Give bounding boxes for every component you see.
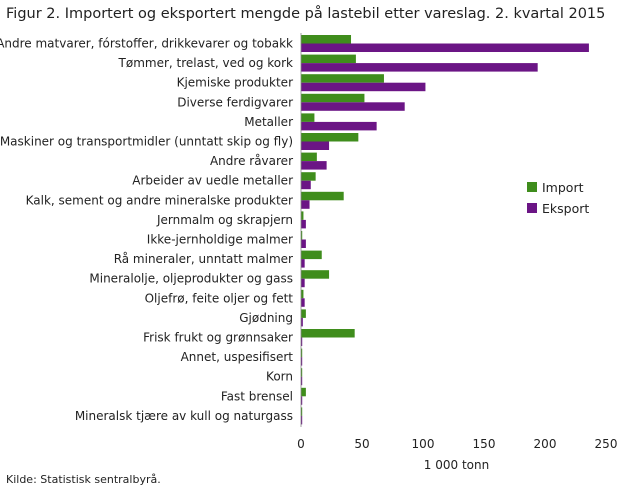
category-label-16: Annet, uspesifisert <box>181 350 294 364</box>
bar-import-10 <box>301 231 303 240</box>
chart-title: Figur 2. Importert og eksportert mengde … <box>6 6 606 22</box>
category-label-7: Arbeider av uedle metaller <box>132 174 293 188</box>
bar-import-17 <box>301 368 303 377</box>
bar-import-2 <box>301 74 384 83</box>
x-tick-label-0: 0 <box>297 437 305 451</box>
bar-import-14 <box>301 309 306 318</box>
bar-eksport-0 <box>301 43 589 52</box>
bar-import-11 <box>301 250 322 260</box>
bar-import-7 <box>301 172 316 181</box>
bar-eksport-7 <box>301 180 311 190</box>
bar-eksport-2 <box>301 82 426 92</box>
category-label-14: Gjødning <box>239 311 293 325</box>
bar-import-18 <box>301 387 306 397</box>
legend-label-eksport: Eksport <box>542 201 589 216</box>
category-label-10: Ikke-jernholdige malmer <box>147 233 293 247</box>
bar-eksport-8 <box>301 200 310 209</box>
bar-import-13 <box>301 289 304 299</box>
source-note: Kilde: Statistisk sentralbyrå. <box>6 473 161 486</box>
bar-import-5 <box>301 133 359 142</box>
x-axis-title: 1 000 tonn <box>424 458 489 472</box>
bar-eksport-18 <box>301 396 303 405</box>
bar-eksport-15 <box>301 337 303 346</box>
bar-eksport-12 <box>301 278 305 288</box>
category-label-11: Rå mineraler, unntatt malmer <box>114 252 293 266</box>
category-label-18: Fast brensel <box>221 389 293 403</box>
category-label-12: Mineralolje, oljeprodukter og gass <box>89 272 293 286</box>
category-label-9: Jernmalm og skrapjern <box>156 213 293 227</box>
bar-import-19 <box>301 407 303 416</box>
legend-swatch-eksport <box>527 203 537 213</box>
category-label-2: Kjemiske produkter <box>177 76 293 90</box>
x-axis-ticks: 0 50 100 150 200 250 <box>297 437 617 451</box>
bar-import-15 <box>301 329 355 338</box>
category-label-13: Oljefrø, feite oljer og fett <box>145 291 294 305</box>
category-label-17: Korn <box>266 370 293 384</box>
category-label-1: Tømmer, trelast, ved og kork <box>118 56 294 70</box>
bar-import-9 <box>301 211 304 220</box>
category-label-5: Maskiner og transportmidler (unntatt ski… <box>0 135 293 149</box>
category-label-8: Kalk, sement og andre mineralske produkt… <box>26 193 293 207</box>
bar-import-3 <box>301 93 365 103</box>
category-label-19: Mineralsk tjære av kull og naturgass <box>75 409 293 423</box>
bar-import-16 <box>301 348 303 358</box>
bar-eksport-5 <box>301 141 330 150</box>
category-label-15: Frisk frukt og grønnsaker <box>143 331 293 345</box>
x-tick-label-5: 250 <box>595 437 618 451</box>
bar-eksport-10 <box>301 239 306 248</box>
bar-eksport-3 <box>301 102 405 111</box>
bar-eksport-14 <box>301 317 303 327</box>
bar-eksport-1 <box>301 63 538 72</box>
bar-eksport-16 <box>301 357 303 366</box>
bar-eksport-19 <box>301 415 303 425</box>
bar-import-0 <box>301 35 352 44</box>
bar-import-4 <box>301 113 315 122</box>
bar-eksport-11 <box>301 259 305 268</box>
x-tick-label-2: 100 <box>412 437 435 451</box>
bar-eksport-6 <box>301 161 327 170</box>
category-label-3: Diverse ferdigvarer <box>177 95 293 109</box>
bar-eksport-17 <box>301 376 303 386</box>
bar-eksport-9 <box>301 219 306 229</box>
bar-eksport-4 <box>301 121 377 131</box>
bar-eksport-13 <box>301 298 305 307</box>
legend-swatch-import <box>527 182 537 192</box>
x-tick-label-3: 150 <box>473 437 496 451</box>
bar-import-1 <box>301 54 356 64</box>
x-tick-label-4: 200 <box>534 437 557 451</box>
x-tick-label-1: 50 <box>354 437 369 451</box>
category-labels: Andre matvarer, fórstoffer, drikkevarer … <box>0 37 293 423</box>
category-label-0: Andre matvarer, fórstoffer, drikkevarer … <box>0 37 293 51</box>
category-label-6: Andre råvarer <box>210 154 293 168</box>
legend-label-import: Import <box>542 180 584 195</box>
legend: Import Eksport <box>527 180 589 216</box>
category-label-4: Metaller <box>244 115 293 129</box>
bars-group <box>300 33 589 427</box>
bar-import-8 <box>301 191 344 201</box>
bar-import-6 <box>301 152 317 162</box>
bar-import-12 <box>301 270 330 279</box>
